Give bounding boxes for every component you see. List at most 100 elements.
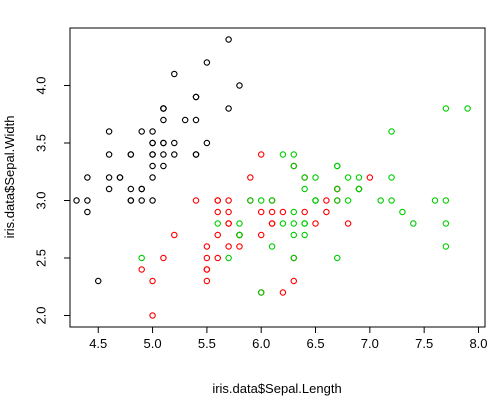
data-point-series-1: [127, 197, 135, 204]
data-point-series-3: [334, 197, 341, 204]
x-axis-title: iris.data$Sepal.Length: [212, 381, 341, 396]
data-point-series-3: [247, 197, 254, 204]
data-point-series-3: [355, 174, 363, 181]
x-axis: 4.5 5.0 5.5 6.0 6.5 7.0 7.5 8.0: [89, 326, 488, 351]
data-point-series-2: [214, 197, 221, 204]
data-point-series-3: [290, 231, 298, 239]
data-point-series-3: [388, 197, 395, 204]
data-point-series-1: [160, 162, 167, 170]
x-tick-label: 5.0: [144, 336, 162, 351]
data-point-series-3: [334, 162, 341, 170]
data-point-series-3: [301, 231, 308, 239]
data-point-series-3: [236, 220, 243, 227]
data-point-series-1: [160, 105, 167, 112]
data-point-series-3: [312, 174, 319, 181]
data-point-series-3: [464, 105, 471, 112]
data-point-series-3: [334, 254, 341, 262]
data-point-series-2: [214, 254, 221, 262]
y-tick-label: 2.0: [34, 306, 49, 324]
data-point-series-3: [312, 197, 319, 204]
data-point-series-2: [225, 243, 232, 250]
x-tick-label: 5.5: [198, 336, 216, 351]
data-point-series-3: [431, 197, 439, 204]
data-point-series-1: [138, 197, 145, 204]
data-point-series-2: [366, 174, 374, 181]
data-point-series-1: [105, 151, 113, 158]
data-point-series-2: [301, 208, 308, 216]
data-point-series-1: [149, 151, 156, 158]
data-point-series-2: [236, 243, 243, 250]
data-point-series-1: [149, 128, 156, 135]
data-point-series-3: [334, 185, 341, 193]
data-point-series-3: [442, 105, 450, 112]
data-point-series-1: [225, 36, 232, 43]
data-point-series-3: [268, 197, 276, 204]
data-point-series-2: [225, 220, 232, 227]
data-point-series-1: [149, 139, 156, 147]
y-axis-title: iris.data$Sepal.Width: [2, 116, 17, 239]
data-point-series-1: [73, 197, 80, 204]
data-point-series-1: [105, 185, 113, 193]
data-point-series-2: [192, 197, 200, 204]
data-point-series-2: [138, 266, 145, 273]
data-point-series-1: [116, 174, 124, 181]
data-point-series-1: [225, 105, 232, 112]
data-point-series-1: [160, 116, 167, 124]
data-point-series-3: [344, 197, 352, 204]
data-point-series-2: [203, 243, 211, 250]
data-point-series-1: [181, 116, 189, 124]
data-point-series-3: [279, 220, 287, 227]
data-point-series-2: [149, 277, 156, 285]
data-point-series-3: [290, 151, 298, 158]
data-point-series-2: [160, 254, 167, 262]
data-point-series-2: [323, 208, 330, 216]
data-point-series-3: [236, 231, 243, 239]
data-point-series-2: [279, 289, 287, 296]
data-point-series-2: [225, 197, 232, 204]
x-tick-label: 4.5: [89, 336, 107, 351]
data-points: [73, 36, 471, 319]
data-point-series-3: [344, 174, 352, 181]
data-point-series-2: [203, 277, 211, 285]
data-point-series-1: [171, 139, 178, 147]
y-tick-label: 3.5: [34, 134, 49, 152]
data-point-series-3: [442, 197, 450, 204]
data-point-series-2: [247, 174, 254, 181]
data-point-series-2: [323, 197, 330, 204]
data-point-series-1: [149, 162, 156, 170]
data-point-series-1: [203, 139, 211, 147]
data-point-series-1: [149, 197, 156, 204]
data-point-series-2: [149, 312, 156, 319]
y-tick-label: 4.0: [34, 76, 49, 94]
data-point-series-3: [257, 289, 265, 296]
data-point-series-1: [105, 128, 113, 135]
data-point-series-1: [192, 116, 200, 124]
data-point-series-1: [171, 70, 178, 78]
data-point-series-1: [203, 59, 211, 66]
data-point-series-2: [290, 277, 298, 285]
data-point-series-3: [290, 162, 298, 170]
data-point-series-3: [301, 185, 308, 193]
data-point-series-1: [127, 151, 135, 158]
x-tick-label: 8.0: [469, 336, 487, 351]
data-point-series-2: [268, 220, 276, 227]
data-point-series-3: [388, 128, 395, 135]
data-point-series-3: [301, 174, 308, 181]
data-point-series-3: [290, 220, 298, 227]
x-tick-label: 7.5: [415, 336, 433, 351]
data-point-series-1: [94, 277, 102, 285]
x-tick-label: 6.5: [306, 336, 324, 351]
data-point-series-1: [84, 208, 91, 216]
data-point-series-1: [84, 174, 91, 181]
data-point-series-2: [171, 231, 178, 239]
data-point-series-3: [399, 208, 406, 216]
plot-box: [69, 27, 486, 328]
data-point-series-2: [225, 208, 232, 216]
data-point-series-3: [442, 220, 450, 227]
data-point-series-2: [257, 151, 265, 158]
data-point-series-3: [138, 254, 145, 262]
x-tick-label: 6.0: [252, 336, 270, 351]
data-point-series-2: [214, 208, 221, 216]
data-point-series-3: [410, 220, 417, 227]
